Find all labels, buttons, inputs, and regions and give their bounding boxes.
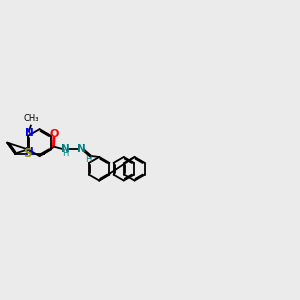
- Text: CH₃: CH₃: [23, 114, 39, 123]
- Text: N: N: [77, 144, 85, 154]
- Text: N: N: [25, 147, 34, 157]
- Text: H: H: [62, 148, 68, 158]
- Text: N: N: [61, 144, 70, 154]
- Text: S: S: [24, 147, 32, 160]
- Text: H: H: [85, 155, 91, 164]
- Text: O: O: [50, 129, 59, 140]
- Text: N: N: [25, 128, 34, 138]
